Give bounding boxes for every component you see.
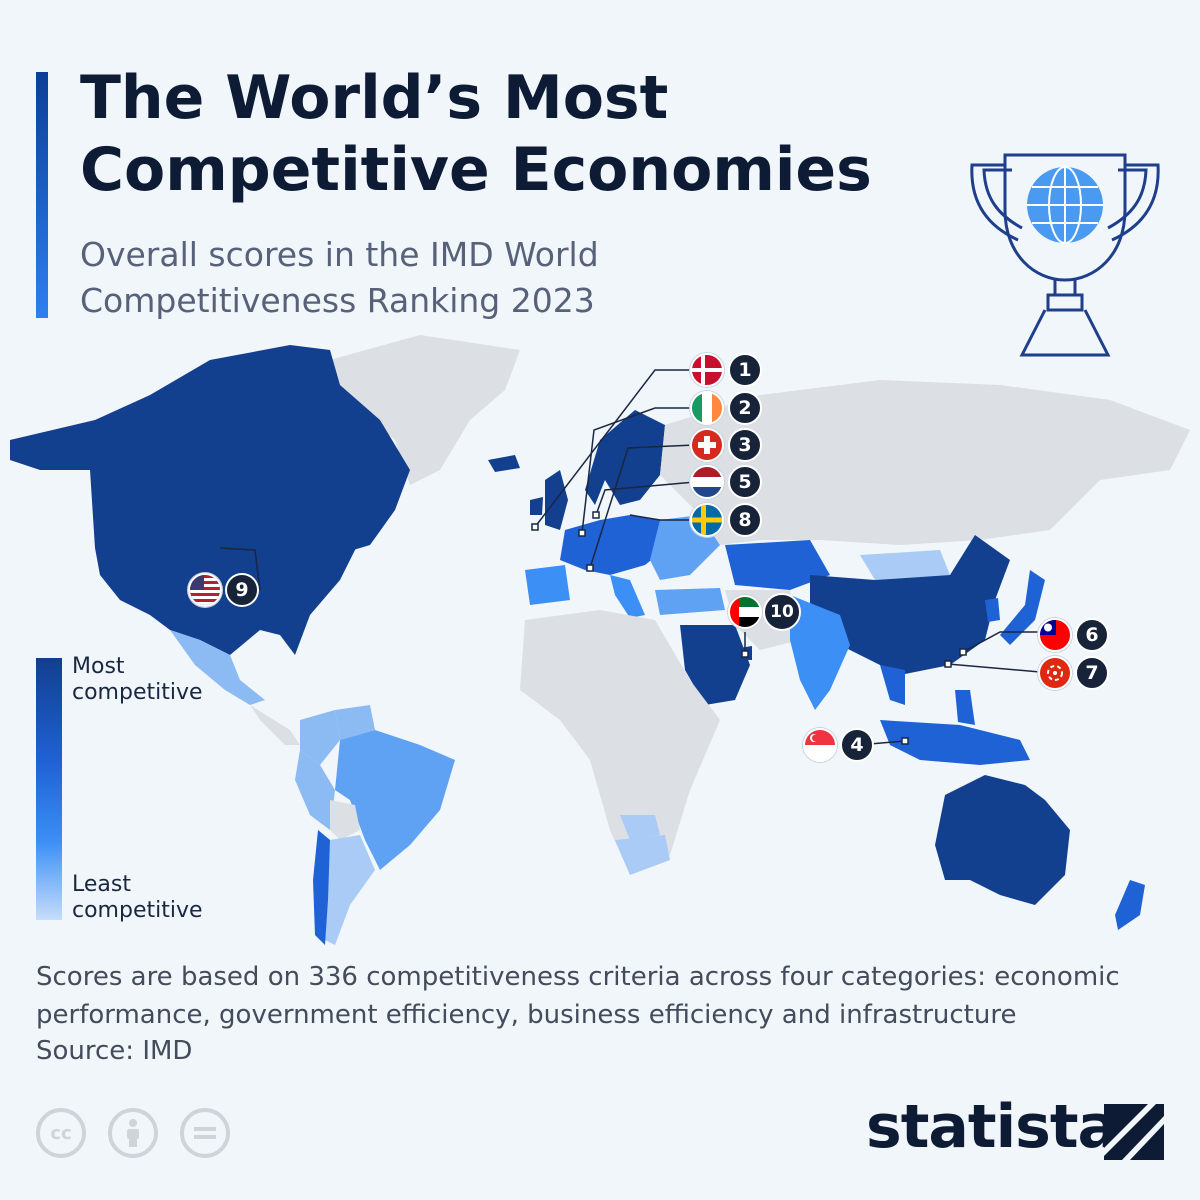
world-map: [10, 335, 1190, 945]
rank-badge-taiwan: 6: [1075, 618, 1109, 652]
flag-uae-icon: [728, 595, 762, 629]
rank-badge-switzerland: 3: [728, 428, 762, 462]
map-region-colombia: [300, 710, 340, 765]
page-subtitle: Overall scores in the IMD World Competit…: [80, 235, 599, 320]
map-region-italy: [610, 575, 645, 618]
map-region-thailand: [880, 665, 905, 705]
map-region-greenland: [330, 335, 520, 485]
statista-logo-mark-icon: [1104, 1104, 1164, 1160]
no-derivatives-icon[interactable]: [180, 1108, 230, 1158]
rank-badge-netherlands: 5: [728, 465, 762, 499]
trophy-icon: [970, 153, 1160, 357]
map-region-peru: [295, 750, 335, 830]
map-region-kazakhstan: [725, 540, 830, 590]
legend-color-scale: [36, 658, 62, 920]
map-region-canada: [10, 345, 410, 560]
flag-usa-icon: [188, 573, 222, 607]
map-region-mexico: [170, 630, 265, 705]
flag-taiwan-icon: [1038, 618, 1072, 652]
rank-badge-hong-kong: 7: [1075, 656, 1109, 690]
legend-high-label: Most competitive: [72, 654, 203, 705]
source-note: Source: IMD: [36, 1036, 193, 1066]
legend-low-label: Least competitive: [72, 872, 203, 923]
map-region-iberia: [525, 565, 570, 605]
rank-badge-denmark: 1: [728, 353, 762, 387]
flag-ireland-icon: [690, 391, 724, 425]
map-region-australia: [935, 775, 1070, 905]
title-accent-bar: [36, 72, 48, 318]
map-region-mongolia: [860, 550, 950, 580]
rank-badge-uae: 10: [763, 593, 801, 631]
rank-badge-usa: 9: [225, 573, 259, 607]
flag-switzerland-icon: [690, 428, 724, 462]
map-region-central-america: [250, 705, 300, 745]
rank-badge-sweden: 8: [728, 503, 762, 537]
map-region-saudi-arabia: [680, 625, 750, 705]
flag-denmark-icon: [690, 353, 724, 387]
map-region-new-zealand: [1115, 880, 1145, 930]
map-region-iceland: [488, 455, 520, 472]
map-region-venezuela: [335, 705, 375, 740]
map-region-philippines: [955, 690, 975, 725]
map-region-india: [790, 595, 850, 710]
map-region-africa: [520, 610, 720, 875]
rank-badge-singapore: 4: [840, 728, 874, 762]
map-region-russia: [660, 380, 1190, 545]
map-region-malaysia-indonesia: [880, 720, 1030, 765]
map-region-china: [810, 535, 1010, 675]
rank-badge-ireland: 2: [728, 391, 762, 425]
flag-netherlands-icon: [690, 465, 724, 499]
statista-logo[interactable]: statista: [866, 1092, 1118, 1162]
flag-hong-kong-icon: [1038, 656, 1072, 690]
map-region-western-europe: [560, 515, 670, 575]
attribution-icon[interactable]: [108, 1108, 158, 1158]
map-region-south-africa: [615, 835, 670, 875]
page-title: The World’s Most Competitive Economies: [80, 63, 872, 205]
map-region-bolivia: [330, 800, 360, 840]
map-region-turkey: [655, 588, 725, 615]
map-region-chile: [313, 830, 330, 945]
map-region-korea: [985, 598, 1000, 622]
map-region-japan: [1000, 570, 1045, 645]
flag-sweden-icon: [690, 503, 724, 537]
globe-icon: [1027, 166, 1103, 244]
flag-singapore-icon: [803, 728, 837, 762]
map-region-botswana: [620, 815, 660, 840]
footnote: Scores are based on 336 competitiveness …: [36, 962, 1120, 1030]
map-region-ireland: [530, 497, 543, 515]
map-region-brazil: [335, 730, 455, 870]
map-region-argentina: [325, 835, 375, 945]
creative-commons-icon[interactable]: cc: [36, 1108, 86, 1158]
